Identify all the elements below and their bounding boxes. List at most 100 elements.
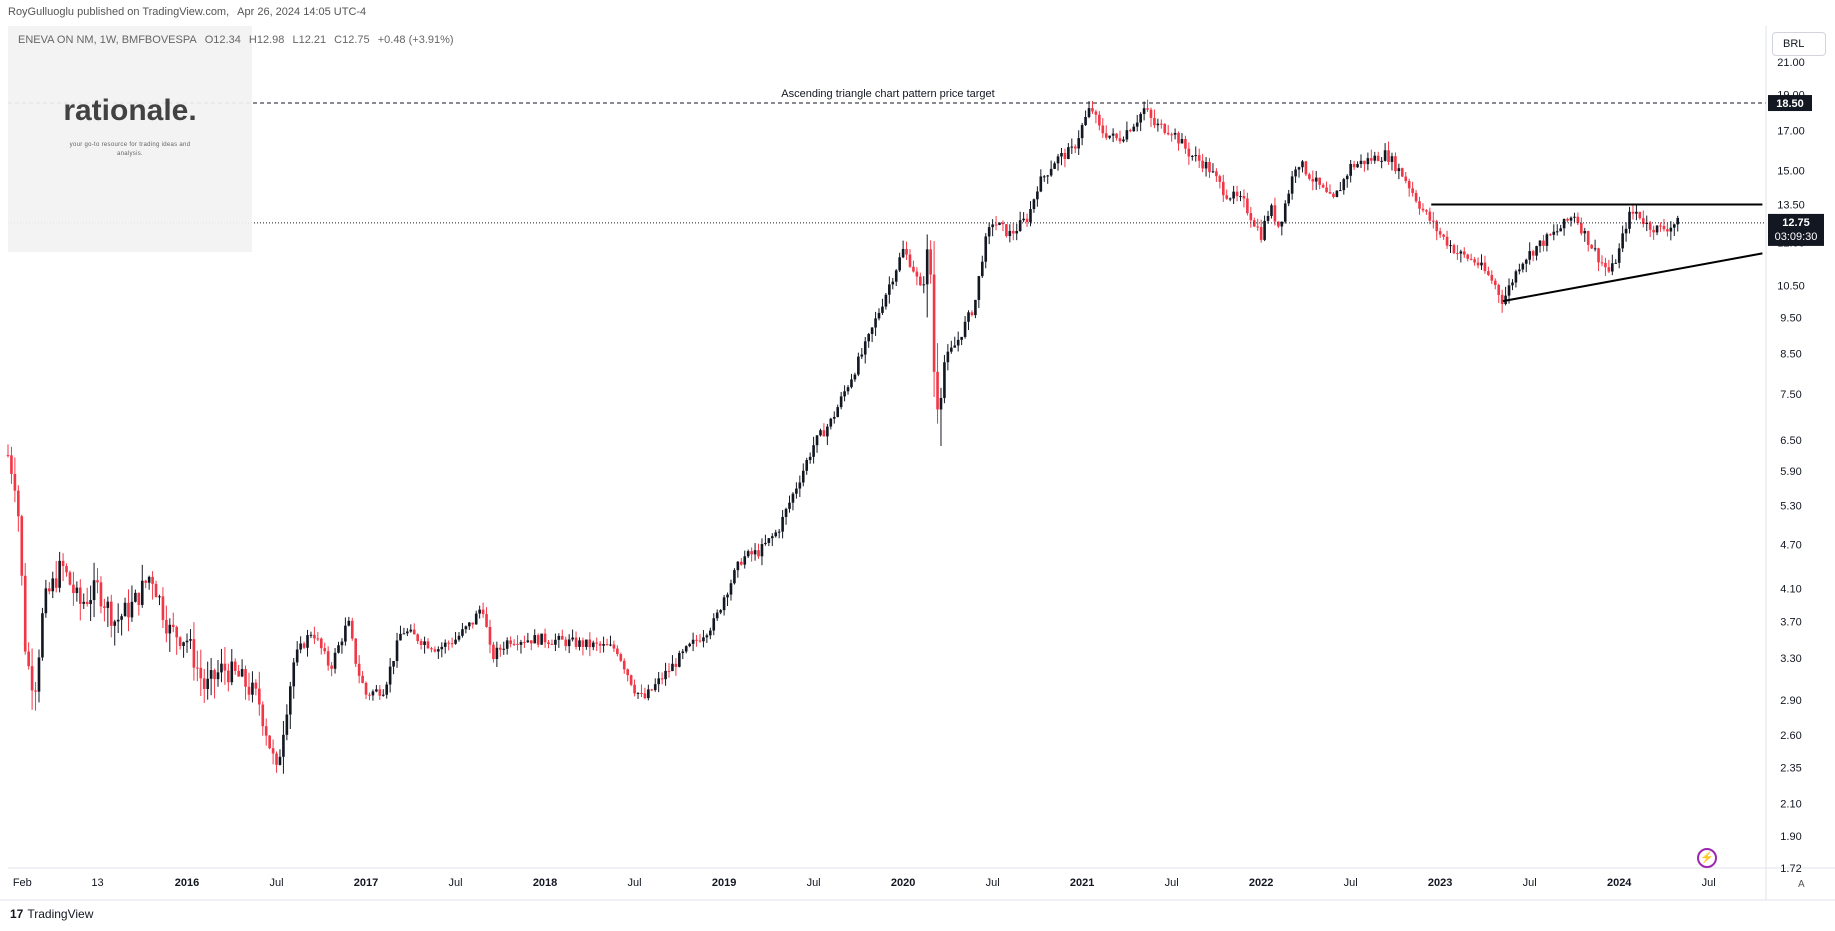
candle-body	[161, 596, 165, 620]
candle-body	[1036, 191, 1039, 200]
candle-body	[1173, 132, 1177, 135]
price-target-axis-label: 18.50	[1768, 95, 1812, 112]
candle-body	[344, 625, 347, 642]
y-tick-label: 2.90	[1780, 695, 1801, 707]
symbol-name: ENEVA ON NM, 1W, BMFBOVESPA	[18, 34, 197, 46]
candle-body	[767, 538, 771, 543]
candle-body	[144, 580, 148, 583]
candle-body	[1659, 225, 1662, 227]
candle-body	[1008, 230, 1012, 237]
candle-body	[481, 609, 485, 615]
candle-body	[78, 587, 82, 604]
candle-body	[543, 633, 547, 643]
candle-body	[1080, 125, 1084, 139]
candle-body	[306, 635, 309, 648]
candle-body	[1583, 230, 1587, 234]
triangle-support-line	[1502, 252, 1763, 303]
price-target-label: Ascending triangle chart pattern price t…	[781, 88, 994, 100]
currency-button[interactable]: BRL	[1772, 32, 1826, 56]
y-tick-label: 21.00	[1777, 57, 1805, 69]
candle-body	[1638, 211, 1642, 219]
candle-body	[846, 387, 850, 392]
candle-body	[1104, 133, 1108, 138]
candle-body	[1163, 124, 1167, 133]
candle-body	[1184, 139, 1187, 149]
y-tick-label: 5.90	[1780, 466, 1801, 478]
candle-body	[595, 642, 599, 644]
auto-scale-button[interactable]: A	[1798, 879, 1805, 890]
last-price-value: 12.75	[1782, 217, 1810, 229]
candle-body	[1018, 220, 1022, 232]
candle-body	[812, 445, 815, 457]
candle-body	[757, 550, 760, 557]
candle-body	[1473, 259, 1476, 263]
candle-body	[165, 619, 168, 634]
candle-body	[82, 601, 86, 604]
candle-body	[956, 339, 960, 346]
candle-body	[406, 631, 409, 634]
candle-body	[1135, 122, 1139, 127]
candle-body	[247, 686, 251, 695]
candle-body	[1390, 156, 1394, 162]
candle-body	[571, 637, 574, 640]
candle-body	[206, 678, 209, 689]
candle-body	[347, 620, 351, 626]
candle-body	[1655, 225, 1659, 233]
candle-body	[258, 688, 261, 705]
candle-body	[709, 630, 712, 636]
candle-body	[220, 663, 223, 673]
candle-body	[870, 327, 874, 335]
candle-body	[578, 640, 581, 647]
y-tick-label: 2.10	[1780, 799, 1801, 811]
candle-body	[89, 600, 92, 604]
candle-body	[1242, 195, 1246, 199]
candle-body	[416, 634, 419, 642]
candle-body	[832, 416, 836, 419]
candle-body	[819, 430, 822, 436]
candle-body	[326, 651, 330, 666]
candle-body	[943, 362, 946, 398]
candle-body	[1259, 227, 1263, 240]
lightning-icon[interactable]: ⚡	[1697, 848, 1717, 868]
candle-body	[1431, 220, 1435, 222]
candle-body	[588, 639, 592, 648]
candle-body	[684, 646, 688, 652]
candle-body	[1283, 203, 1287, 222]
x-tick-label: Jul	[986, 877, 1000, 889]
candle-body	[1604, 262, 1607, 268]
footer: 17 TradingView	[10, 907, 93, 921]
candle-body	[237, 670, 240, 677]
candle-body	[540, 633, 543, 645]
candle-body	[371, 691, 375, 696]
candle-body	[264, 726, 268, 736]
candle-body	[323, 648, 327, 652]
candle-body	[960, 336, 963, 340]
candle-body	[1328, 191, 1332, 194]
candle-body	[1325, 187, 1328, 192]
candle-body	[970, 312, 974, 316]
candle-body	[1077, 138, 1080, 149]
candle-body	[1149, 109, 1153, 118]
candle-body	[1617, 248, 1621, 263]
footer-brand[interactable]: TradingView	[27, 907, 94, 921]
candle-body	[240, 669, 244, 677]
candle-body	[1428, 211, 1432, 221]
candle-body	[189, 639, 192, 641]
candle-body	[1438, 231, 1442, 235]
candle-body	[23, 575, 27, 652]
candle-body	[151, 576, 154, 584]
candle-body	[1500, 294, 1504, 305]
candle-body	[1614, 262, 1618, 264]
candle-body	[946, 351, 950, 363]
publish-info: RoyGulluoglu published on TradingView.co…	[8, 6, 366, 18]
y-tick-label: 2.60	[1780, 730, 1801, 742]
candle-body	[1042, 176, 1046, 178]
close-value: C12.75	[334, 34, 370, 46]
candle-body	[1652, 229, 1655, 233]
candle-body	[1387, 150, 1390, 162]
candle-body	[612, 644, 616, 649]
candle-body	[313, 634, 316, 639]
candle-body	[1600, 262, 1604, 264]
candle-body	[1666, 229, 1669, 232]
